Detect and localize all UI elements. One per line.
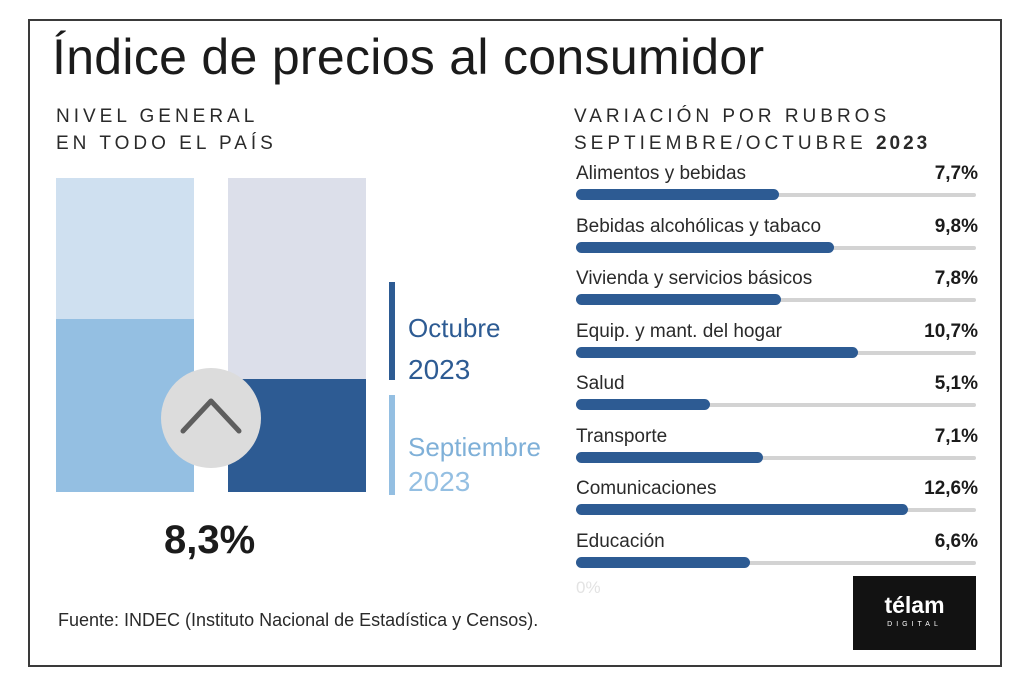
rubro-bar-track bbox=[576, 403, 976, 407]
rubro-row: Transporte 7,1% bbox=[576, 426, 978, 478]
left-subtitle-line1: NIVEL GENERAL bbox=[56, 106, 259, 127]
chart-frame bbox=[28, 19, 1002, 667]
right-subtitle-months: SEPTIEMBRE/OCTUBRE bbox=[574, 133, 867, 154]
rubro-label: Salud bbox=[576, 373, 625, 394]
rubro-bar bbox=[576, 556, 750, 568]
rubro-value-label: 7,1% bbox=[934, 425, 978, 447]
rubro-bar bbox=[576, 451, 763, 463]
rubro-row: Alimentos y bebidas 7,7% bbox=[576, 163, 978, 215]
right-subtitle-line1: VARIACIÓN POR RUBROS bbox=[574, 106, 891, 127]
rubro-label: Vivienda y servicios básicos bbox=[576, 268, 813, 289]
rubro-bar-track bbox=[576, 560, 976, 565]
rubro-label: Equip. y mant. del hogar bbox=[576, 320, 782, 342]
rubro-value-label: 6,6% bbox=[934, 530, 978, 552]
rubro-bar bbox=[576, 189, 779, 200]
rubro-bar bbox=[576, 399, 711, 410]
right-subtitle-line2: SEPTIEMBRE/OCTUBRE 2023 bbox=[574, 130, 930, 157]
left-subtitle-line2: EN TODO EL PAÍS bbox=[56, 133, 277, 154]
chart-title: Índice de precios al consumidor bbox=[52, 29, 765, 85]
rubro-label: Transporte bbox=[576, 425, 668, 447]
rubro-bar-track bbox=[576, 455, 976, 460]
right-subtitle-year: 2023 bbox=[875, 133, 931, 154]
chevron-up-icon bbox=[161, 368, 261, 468]
october-column bbox=[228, 178, 366, 492]
rubro-value-label: 12,6% bbox=[924, 478, 978, 499]
legend-september-name: Septiembre bbox=[408, 432, 541, 462]
legend-october-name: Octubre bbox=[408, 313, 501, 343]
rubro-row: Bebidas alcohólicas y tabaco 9,8% bbox=[576, 216, 978, 268]
logo-subtitle: DIGITAL bbox=[887, 621, 942, 628]
telam-logo: télam DIGITAL bbox=[853, 576, 976, 650]
rubro-label: Educación bbox=[576, 530, 665, 552]
source-note: Fuente: INDEC (Instituto Nacional de Est… bbox=[58, 610, 539, 630]
rubro-label: Comunicaciones bbox=[576, 478, 717, 499]
legend-october-year: 2023 bbox=[408, 354, 471, 385]
rubro-bar bbox=[576, 241, 834, 253]
legend-october-swatch bbox=[389, 282, 395, 380]
rubro-row: Salud 5,1% bbox=[576, 373, 978, 425]
rubro-value-label: 5,1% bbox=[934, 373, 978, 394]
logo-wordmark: télam bbox=[884, 592, 945, 618]
rubro-value-label: 10,7% bbox=[924, 320, 978, 342]
general-value-label: 8,3% bbox=[164, 518, 256, 562]
rubro-row: Equip. y mant. del hogar 10,7% bbox=[576, 321, 978, 373]
rubro-value-label: 9,8% bbox=[934, 215, 978, 237]
left-subtitle: NIVEL GENERAL EN TODO EL PAÍS bbox=[56, 103, 277, 157]
right-subtitle: VARIACIÓN POR RUBROS SEPTIEMBRE/OCTUBRE … bbox=[574, 103, 930, 157]
legend-september-year: 2023 bbox=[408, 466, 471, 497]
axis-zero-label: 0% bbox=[576, 578, 601, 597]
rubro-label: Alimentos y bebidas bbox=[576, 163, 747, 184]
rubro-row: Vivienda y servicios básicos 7,8% bbox=[576, 268, 978, 320]
rubro-row: Educación 6,6% bbox=[576, 531, 978, 583]
rubro-value-label: 7,7% bbox=[934, 163, 978, 184]
legend-september-swatch bbox=[389, 395, 395, 495]
rubro-bar bbox=[576, 504, 908, 515]
rubro-value-label: 7,8% bbox=[934, 268, 978, 289]
rubro-label: Bebidas alcohólicas y tabaco bbox=[576, 215, 822, 237]
rubro-bar bbox=[576, 294, 782, 305]
rubro-bar bbox=[576, 346, 858, 358]
rubro-row: Comunicaciones 12,6% bbox=[576, 478, 978, 530]
